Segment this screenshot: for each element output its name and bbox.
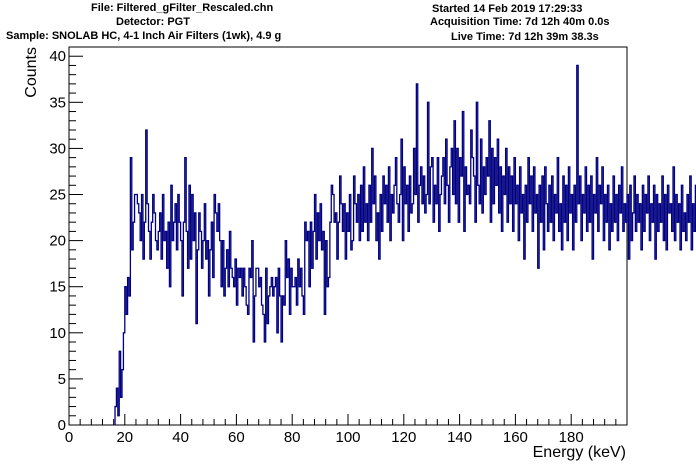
started-label: Started 14 Feb 2019 17:29:33 <box>432 3 583 15</box>
x-tick-label: 80 <box>284 429 301 446</box>
y-tick-label: 20 <box>49 233 66 250</box>
y-tick-label: 35 <box>49 94 66 111</box>
y-tick-label: 10 <box>49 325 66 342</box>
x-axis-title: Energy (keV) <box>533 444 626 461</box>
x-tick-label: 180 <box>559 429 584 446</box>
x-tick-label: 140 <box>447 429 472 446</box>
histogram-series-line <box>114 64 696 425</box>
x-tick-label: 60 <box>228 429 245 446</box>
x-tick-label: 120 <box>391 429 416 446</box>
y-tick-label: 15 <box>49 279 66 296</box>
y-tick-label: 30 <box>49 140 66 157</box>
series-layer <box>114 64 696 425</box>
x-axis-tick-labels: 0 20 40 60 80 100 120 140 160 180 <box>65 429 584 446</box>
y-tick-label: 40 <box>49 48 66 65</box>
y-axis-tick-labels: 0 5 10 15 20 25 30 35 40 <box>49 48 66 434</box>
acquisition-time-label: Acquisition Time: 7d 12h 40m 0.0s <box>430 16 610 28</box>
y-tick-label: 0 <box>58 417 66 434</box>
detector-label: Detector: PGT <box>116 16 190 28</box>
y-tick-label: 25 <box>49 187 66 204</box>
live-time-label: Live Time: 7d 12h 39m 38.3s <box>451 31 599 43</box>
x-tick-label: 40 <box>172 429 189 446</box>
x-tick-label: 160 <box>503 429 528 446</box>
x-tick-label: 20 <box>116 429 133 446</box>
x-tick-label: 100 <box>335 429 360 446</box>
y-axis-ticks <box>69 46 83 426</box>
y-axis-title: Counts <box>23 47 40 98</box>
file-label: File: Filtered_gFilter_Rescaled.chn <box>91 2 274 14</box>
x-axis-ticks <box>68 414 617 425</box>
sample-label: Sample: SNOLAB HC, 4-1 Inch Air Filters … <box>6 30 282 42</box>
y-tick-label: 5 <box>58 371 66 388</box>
x-tick-label: 0 <box>65 429 73 446</box>
